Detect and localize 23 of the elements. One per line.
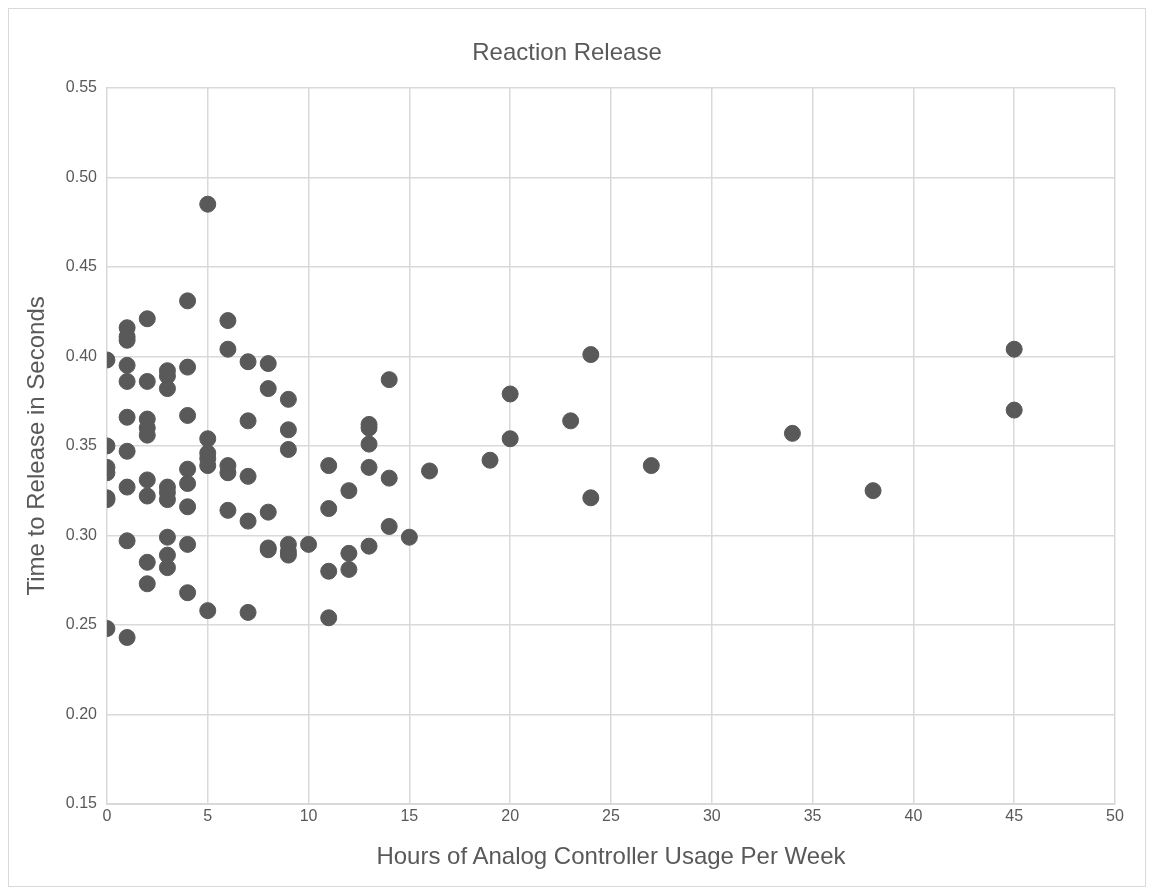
x-tick-label: 10 bbox=[299, 807, 318, 825]
x-tick-label: 5 bbox=[203, 807, 213, 825]
x-tick-label: 45 bbox=[1005, 807, 1024, 825]
y-tick-label: 0.50 bbox=[65, 167, 98, 185]
x-tick-label: 35 bbox=[803, 807, 822, 825]
x-tick-label: 20 bbox=[501, 807, 520, 825]
y-tick-label: 0.40 bbox=[65, 346, 98, 364]
y-tick-label: 0.45 bbox=[65, 257, 98, 275]
y-tick-label: 0.55 bbox=[65, 78, 98, 96]
y-tick-label: 0.20 bbox=[65, 704, 98, 722]
x-tick-label: 15 bbox=[400, 807, 419, 825]
y-tick-label: 0.15 bbox=[65, 794, 98, 812]
x-tick-label: 50 bbox=[1106, 807, 1124, 825]
y-tick-label: 0.30 bbox=[65, 525, 98, 543]
y-tick-label: 0.35 bbox=[65, 436, 98, 454]
x-tick-label: 30 bbox=[702, 807, 721, 825]
y-tick-label: 0.25 bbox=[65, 615, 98, 633]
x-tick-label: 40 bbox=[904, 807, 923, 825]
x-tick-label: 25 bbox=[602, 807, 620, 825]
x-tick-label: 0 bbox=[102, 807, 112, 825]
chart-title: Reaction Release bbox=[472, 38, 662, 66]
y-axis-title: Time to Release in Seconds bbox=[22, 296, 50, 596]
x-axis-title: Hours of Analog Controller Usage Per Week bbox=[376, 842, 847, 870]
